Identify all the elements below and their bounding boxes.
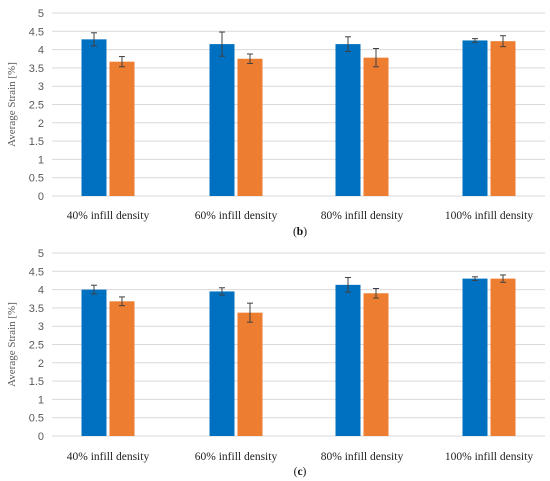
y-tick-label: 4.5	[29, 266, 44, 278]
category-label: 80% infill density	[321, 451, 404, 463]
y-tick-label: 1	[38, 154, 44, 166]
y-tick-label: 5	[38, 248, 44, 260]
y-tick-label: 1.5	[29, 376, 44, 388]
category-label: 80% infill density	[321, 210, 404, 222]
y-tick-label: 0	[38, 191, 44, 203]
bar-series-1-3	[335, 44, 361, 196]
y-tick-label: 3	[38, 321, 44, 333]
y-tick-label: 0.5	[29, 173, 44, 185]
caption-close: )	[303, 466, 307, 478]
category-label: 100% infill density	[445, 210, 533, 222]
y-tick-label: 4	[38, 285, 44, 297]
chart-panel-b: 0 0.5 1 1.5 2 2.5 3 3.5 4 4.5 5 Average Strain [%] 4…	[6, 8, 545, 238]
category-label: 40% infill density	[67, 451, 150, 463]
caption-open: (	[294, 466, 298, 478]
y-tick-label: 2.5	[29, 340, 44, 352]
bar-series-2-4	[490, 41, 516, 196]
category-label: 100% infill density	[445, 451, 533, 463]
category-label: 60% infill density	[195, 451, 278, 463]
caption-letter: b	[297, 226, 303, 238]
bar-series-1-1	[81, 39, 107, 196]
y-tick-label: 4.5	[29, 26, 44, 38]
panel-caption: (c)	[294, 466, 307, 478]
y-tick-label: 4	[38, 45, 44, 57]
bar-series-1-4	[462, 40, 488, 197]
category-label: 40% infill density	[67, 210, 150, 222]
bar-series-2-1	[109, 301, 135, 436]
bar-series-2-4	[490, 278, 516, 436]
y-tick-label: 0.5	[29, 413, 44, 425]
y-axis-label: Average Strain [%]	[6, 62, 18, 147]
y-tick-label: 3.5	[29, 303, 44, 315]
y-tick-label: 3	[38, 81, 44, 93]
caption-letter: c	[297, 466, 302, 478]
y-axis-label: Average Strain [%]	[6, 302, 18, 387]
y-tick-label: 3.5	[29, 63, 44, 75]
bar-series-2-2	[237, 58, 263, 196]
bar-series-1-3	[335, 284, 361, 436]
bar-series-1-2	[209, 44, 235, 196]
y-tick-label: 2	[38, 118, 44, 130]
y-tick-label: 1.5	[29, 136, 44, 148]
chart-panel-c: 0 0.5 1 1.5 2 2.5 3 3.5 4 4.5 5 Average Strain [%] 4…	[6, 248, 545, 478]
bar-series-2-3	[363, 57, 389, 196]
y-tick-label: 2	[38, 358, 44, 370]
y-tick-label: 2.5	[29, 100, 44, 112]
panel-caption: (b)	[293, 226, 307, 238]
bar-series-2-1	[109, 61, 135, 196]
bar-series-1-2	[209, 291, 235, 436]
caption-open: (	[293, 226, 297, 238]
y-tick-label: 0	[38, 431, 44, 443]
bar-series-1-1	[81, 289, 107, 436]
category-label: 60% infill density	[195, 210, 278, 222]
bar-series-2-2	[237, 312, 263, 436]
y-tick-label: 5	[38, 8, 44, 20]
bar-series-1-4	[462, 278, 488, 436]
bar-series-2-3	[363, 293, 389, 436]
y-tick-label: 1	[38, 394, 44, 406]
caption-close: )	[303, 226, 307, 238]
